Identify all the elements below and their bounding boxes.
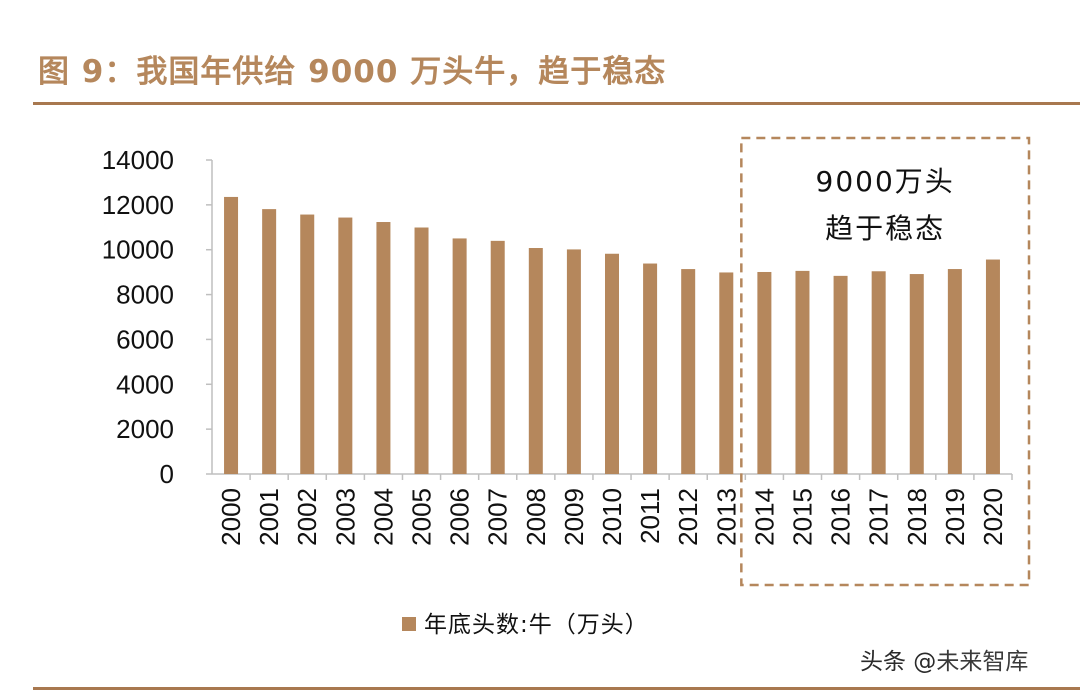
x-tick-label-2019: 2019 <box>940 488 970 546</box>
watermark-brand: 未来智库 <box>936 649 1029 675</box>
watermark-prefix: 头条 @ <box>860 649 937 675</box>
x-tick-label-2007: 2007 <box>483 488 513 546</box>
bar-2002 <box>300 214 315 475</box>
x-tick-label-2014: 2014 <box>749 488 779 546</box>
x-tick-label-2017: 2017 <box>864 488 894 546</box>
x-tick-label-2005: 2005 <box>407 488 437 546</box>
annotation-line1: 9000万头 <box>816 165 955 198</box>
bar-2010 <box>605 253 619 474</box>
y-tick-label: 0 <box>160 459 174 489</box>
bar-2019 <box>947 269 962 474</box>
highlight-box <box>740 136 1031 587</box>
x-tick-label-2003: 2003 <box>330 488 360 546</box>
bar-2014 <box>757 271 772 474</box>
legend-label: 年底头数:牛（万头） <box>424 612 649 638</box>
bar-2006 <box>452 238 467 474</box>
x-tick-label-2004: 2004 <box>368 488 398 546</box>
x-tick-label-2018: 2018 <box>902 488 932 546</box>
x-tick-label-2010: 2010 <box>597 488 627 546</box>
x-tick-label-2016: 2016 <box>826 488 856 546</box>
x-tick-label-2009: 2009 <box>559 488 589 546</box>
y-tick-label: 8000 <box>116 280 174 310</box>
bar-2015 <box>795 270 810 474</box>
bar-2007 <box>490 240 505 474</box>
bar-2003 <box>338 217 353 475</box>
bar-2000 <box>224 196 239 474</box>
x-tick-label-2015: 2015 <box>787 488 817 546</box>
bar-2017 <box>871 271 886 474</box>
x-tick-label-2012: 2012 <box>673 488 703 546</box>
bar-2005 <box>414 227 429 474</box>
bar-2011 <box>643 263 658 474</box>
y-tick-label: 14000 <box>102 145 174 175</box>
x-tick-label-2020: 2020 <box>978 488 1008 546</box>
x-tick-label-2008: 2008 <box>521 488 551 546</box>
title-divider <box>33 102 1080 105</box>
y-tick-label: 12000 <box>102 190 174 220</box>
bottom-divider <box>33 687 1080 690</box>
x-tick-label-2001: 2001 <box>254 488 284 546</box>
bar-2004 <box>376 222 391 474</box>
bar-2009 <box>566 249 581 474</box>
x-tick-label-2000: 2000 <box>216 488 246 546</box>
legend-swatch <box>402 617 416 631</box>
y-tick-label: 4000 <box>116 369 174 399</box>
figure-title: 图 9：我国年供给 9000 万头牛，趋于稳态 <box>38 54 667 90</box>
bar-2018 <box>909 274 924 474</box>
y-tick-label: 6000 <box>116 324 174 354</box>
x-tick-label-2011: 2011 <box>635 488 665 544</box>
bar-2013 <box>719 272 734 474</box>
bar-2020 <box>985 259 1000 474</box>
y-tick-label: 10000 <box>102 235 174 265</box>
x-tick-label-2006: 2006 <box>445 488 475 546</box>
bar-2012 <box>681 269 696 474</box>
watermark: 头条 @未来智库 <box>860 642 1028 676</box>
x-tick-label-2013: 2013 <box>711 488 741 546</box>
annotation-line2: 趋于稳态 <box>825 212 945 245</box>
bar-2001 <box>262 209 277 474</box>
y-tick-label: 2000 <box>116 414 174 444</box>
bar-2008 <box>528 248 543 474</box>
x-tick-label-2002: 2002 <box>292 488 322 546</box>
bar-2016 <box>833 275 848 474</box>
